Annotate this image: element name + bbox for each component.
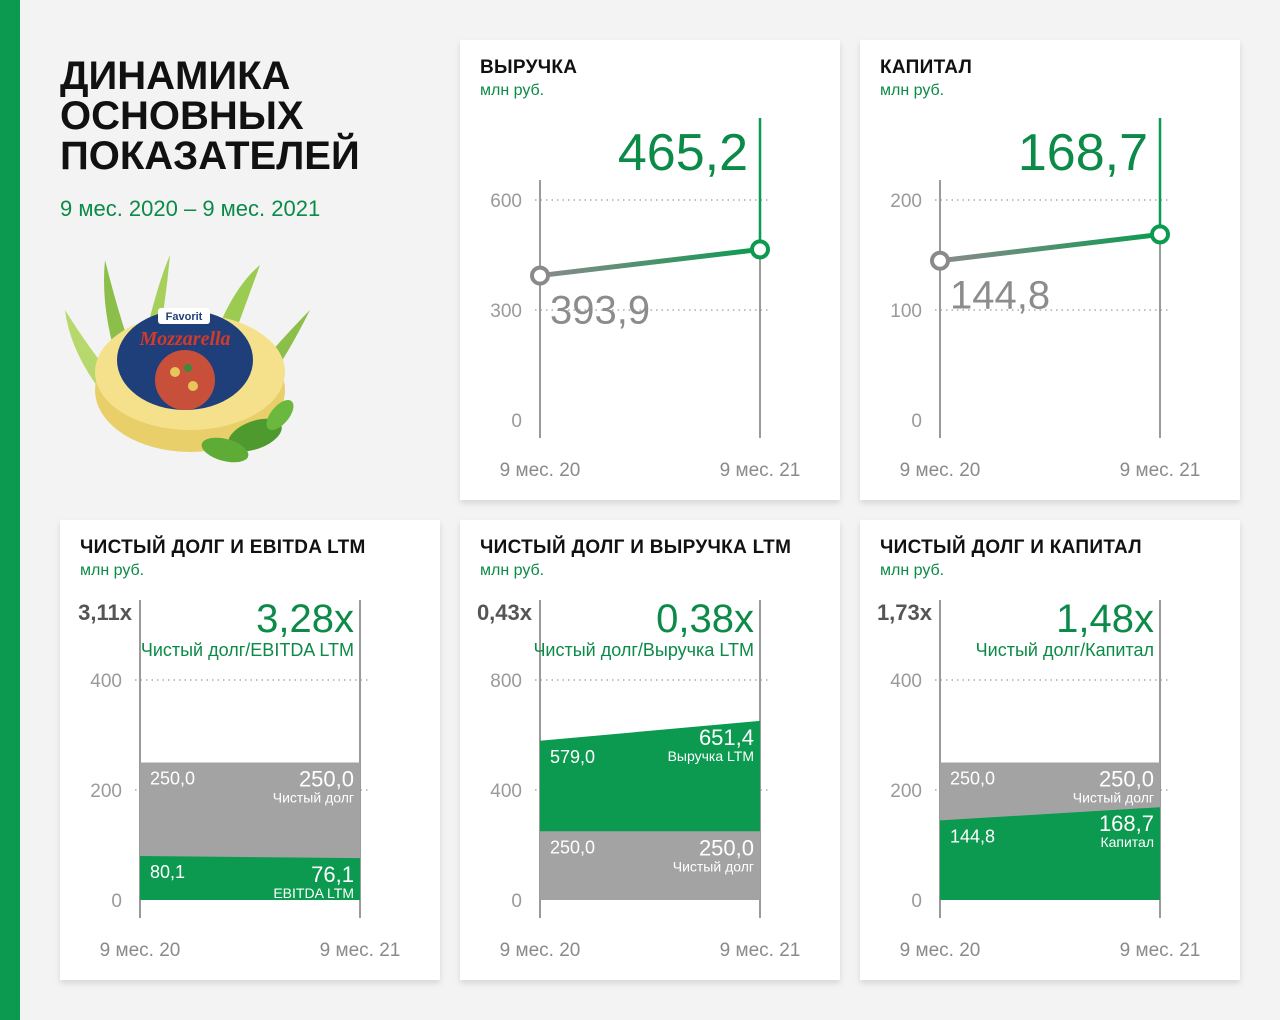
basil-leaves xyxy=(201,400,294,463)
chart-unit: млн руб. xyxy=(80,562,145,579)
data-label-previous: 393,9 xyxy=(550,289,650,333)
series-name: Выручка LTM xyxy=(668,748,754,764)
data-label-previous: 250,0 xyxy=(150,769,195,789)
series-name: Капитал xyxy=(1100,834,1154,850)
pizza-image xyxy=(155,350,215,410)
data-label-current: 250,0 xyxy=(699,835,754,860)
data-point xyxy=(750,239,770,260)
data-point xyxy=(930,250,950,271)
y-tick-label: 200 xyxy=(90,781,122,802)
brand-badge xyxy=(158,308,210,324)
data-point xyxy=(1150,224,1170,245)
area-green xyxy=(940,807,1160,900)
x-tick-label: 9 мес. 21 xyxy=(1120,460,1201,481)
debt-ebitda-card: ЧИСТЫЙ ДОЛГ И EBITDA LTM млн руб. 0 200 40… xyxy=(60,520,440,980)
x-tick-label: 9 мес. 21 xyxy=(720,940,801,961)
ratio-label: Чистый долг/Капитал xyxy=(976,640,1154,660)
product-name: Mozzarella xyxy=(138,328,230,350)
data-label-previous: 250,0 xyxy=(550,837,595,857)
page-title-line: ПОКАЗАТЕЛЕЙ xyxy=(60,134,360,178)
y-tick-label: 400 xyxy=(490,781,522,802)
debt-revenue-card: ЧИСТЫЙ ДОЛГ И ВЫРУЧКА LTM млн руб. 0 400 8… xyxy=(460,520,840,980)
series-name: Чистый долг xyxy=(673,858,754,874)
debt-capital-card: ЧИСТЫЙ ДОЛГ И КАПИТАЛ млн руб. 0 200 400 9 … xyxy=(860,520,1240,980)
y-tick-label: 200 xyxy=(890,781,922,802)
y-tick-label: 800 xyxy=(490,671,522,692)
data-label-previous: 80,1 xyxy=(150,862,185,882)
ratio-current: 0,38x xyxy=(656,597,754,641)
capital-card: КАПИТАЛ млн руб. 0 100 200 9 мес. 20 9 мес. … xyxy=(860,40,1240,500)
ratio-previous: 1,73x xyxy=(877,600,933,625)
ratio-previous: 0,43x xyxy=(477,600,533,625)
revenue-card: ВЫРУЧКА млн руб. 0 300 600 9 мес. 20 9 мес. … xyxy=(460,40,840,500)
page-title: ДИНАМИКА ОСНОВНЫХ ПОКАЗАТЕЛЕЙ xyxy=(60,56,360,176)
data-label-previous: 144,8 xyxy=(950,274,1050,318)
series-line xyxy=(539,246,761,279)
ratio-label: Чистый долг/EBITDA LTM xyxy=(141,640,354,660)
area-green xyxy=(140,855,360,900)
series-name: EBITDA LTM xyxy=(273,885,354,901)
x-tick-label: 9 мес. 21 xyxy=(320,940,401,961)
data-label-current: 250,0 xyxy=(1099,767,1154,792)
data-point xyxy=(530,265,550,286)
data-label-current: 250,0 xyxy=(299,767,354,792)
x-tick-label: 9 мес. 21 xyxy=(1120,940,1201,961)
chart-title: ЧИСТЫЙ ДОЛГ И EBITDA LTM xyxy=(80,537,366,558)
page-title-line: ОСНОВНЫХ xyxy=(60,94,304,138)
chart-unit: млн руб. xyxy=(880,82,945,99)
y-tick-label: 400 xyxy=(890,671,922,692)
revenue-chart: 0 300 600 9 мес. 20 9 мес. 21 465,2 393,9 xyxy=(490,118,801,481)
data-label-previous: 144,8 xyxy=(950,826,995,846)
ratio-current: 1,48x xyxy=(1056,597,1154,641)
ratio-current: 3,28x xyxy=(256,597,354,641)
chart-unit: млн руб. xyxy=(480,562,545,579)
capital-chart: 0 100 200 9 мес. 20 9 мес. 21 168,7 144,8 xyxy=(890,118,1201,481)
y-tick-label: 100 xyxy=(890,301,922,322)
y-tick-label: 0 xyxy=(911,891,922,912)
series-name: Чистый долг xyxy=(1073,790,1154,806)
chart-unit: млн руб. xyxy=(480,82,545,99)
ratio-previous: 3,11x xyxy=(78,600,133,625)
chart-title: ЧИСТЫЙ ДОЛГ И ВЫРУЧКА LTM xyxy=(480,537,792,558)
series-line xyxy=(939,231,1161,264)
page-title-line: ДИНАМИКА xyxy=(60,54,291,98)
chart-title: КАПИТАЛ xyxy=(880,57,973,78)
y-tick-label: 400 xyxy=(90,671,122,692)
y-tick-label: 300 xyxy=(490,301,522,322)
data-label-previous: 579,0 xyxy=(550,747,595,767)
mozzarella-product-image: Favorit Mozzarella xyxy=(65,255,310,463)
data-label-current: 651,4 xyxy=(699,725,754,750)
chart-title: ЧИСТЫЙ ДОЛГ И КАПИТАЛ xyxy=(880,537,1142,558)
x-tick-label: 9 мес. 20 xyxy=(500,460,581,481)
series-name: Чистый долг xyxy=(273,790,354,806)
y-tick-label: 0 xyxy=(911,411,922,432)
x-tick-label: 9 мес. 20 xyxy=(500,940,581,961)
ratio-label: Чистый долг/Выручка LTM xyxy=(533,640,754,660)
area-grey xyxy=(540,831,760,900)
data-label-current: 76,1 xyxy=(311,862,354,887)
period-subtitle: 9 мес. 2020 – 9 мес. 2021 xyxy=(60,196,321,221)
y-tick-label: 600 xyxy=(490,191,522,212)
y-tick-label: 0 xyxy=(511,411,522,432)
data-label-current: 465,2 xyxy=(618,124,748,182)
y-tick-label: 0 xyxy=(111,891,122,912)
data-label-previous: 250,0 xyxy=(950,769,995,789)
x-tick-label: 9 мес. 20 xyxy=(100,940,181,961)
chart-title: ВЫРУЧКА xyxy=(480,57,578,78)
brand-name: Favorit xyxy=(166,311,203,323)
x-tick-label: 9 мес. 20 xyxy=(900,460,981,481)
x-tick-label: 9 мес. 20 xyxy=(900,940,981,961)
chart-unit: млн руб. xyxy=(880,562,945,579)
data-label-current: 168,7 xyxy=(1099,811,1154,836)
y-tick-label: 0 xyxy=(511,891,522,912)
y-tick-label: 200 xyxy=(890,191,922,212)
data-label-current: 168,7 xyxy=(1018,124,1148,182)
left-accent-stripe xyxy=(0,0,20,1020)
x-tick-label: 9 мес. 21 xyxy=(720,460,801,481)
